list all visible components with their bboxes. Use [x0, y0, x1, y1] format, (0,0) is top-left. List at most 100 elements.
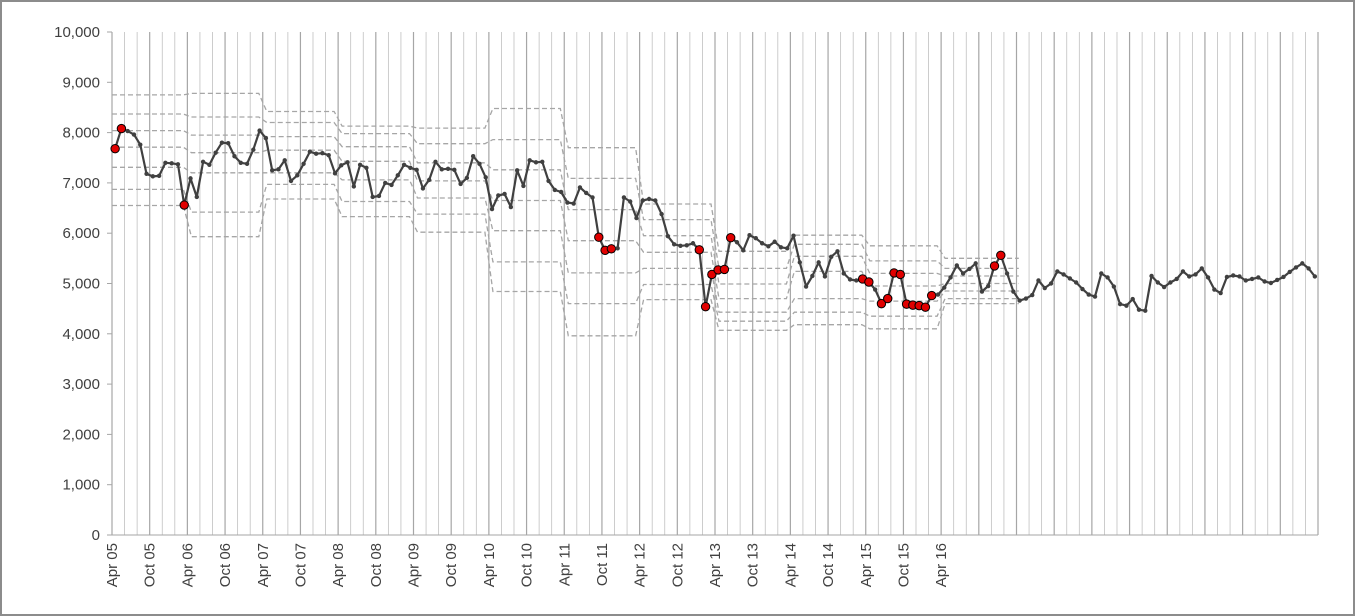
x-tick-label: Oct 15: [895, 543, 912, 587]
highlighted-point: [895, 269, 905, 280]
x-tick-label: Oct 13: [745, 543, 762, 587]
data-point: [483, 175, 488, 180]
x-tick-label: Apr 06: [179, 543, 196, 587]
highlighted-point: [719, 264, 730, 275]
x-tick-label: Apr 14: [782, 543, 799, 587]
data-point: [816, 260, 821, 265]
data-point: [1293, 265, 1299, 270]
data-point: [766, 244, 771, 249]
data-point: [741, 248, 746, 253]
x-tick-label: Oct 14: [820, 543, 837, 587]
data-point: [979, 289, 985, 294]
data-point: [370, 194, 375, 200]
data-point: [175, 162, 181, 167]
data-point: [759, 241, 765, 246]
x-tick-label: Apr 09: [406, 543, 423, 587]
data-point: [414, 167, 419, 173]
axes: [107, 31, 1318, 536]
data-point: [1136, 307, 1142, 312]
data-point: [1249, 276, 1255, 282]
data-point: [408, 165, 413, 171]
data-point: [584, 190, 589, 196]
data-point: [156, 173, 162, 179]
x-tick-labels: Apr 05 Oct 05 Apr 06 Oct 06 Apr 07 Oct 07 Apr …: [104, 543, 950, 587]
control-limit-line: [112, 146, 1019, 300]
data-point: [803, 284, 809, 289]
data-point: [1243, 278, 1248, 283]
data-point: [942, 285, 947, 290]
x-tick-label: Oct 11: [594, 543, 611, 586]
highlighted-point: [700, 301, 711, 312]
gridlines: [111, 32, 1319, 535]
data-point: [395, 173, 400, 178]
highlighted-point: [179, 200, 189, 210]
data-point: [200, 159, 206, 164]
data-point: [1017, 298, 1022, 303]
data-point: [628, 199, 633, 204]
data-point: [464, 175, 470, 181]
data-point: [778, 245, 784, 250]
highlighted-point: [694, 245, 704, 255]
data-point: [1281, 274, 1286, 280]
data-point: [433, 159, 438, 164]
data-point: [226, 140, 231, 146]
highlighted-point: [920, 302, 931, 312]
data-point: [1036, 278, 1041, 283]
y-tick-label: 2,000: [62, 426, 100, 443]
x-tick-label: Oct 09: [443, 543, 460, 587]
y-tick-label: 9,000: [62, 74, 100, 91]
x-tick-label: Oct 08: [368, 543, 385, 587]
x-tick-label: Oct 07: [292, 543, 309, 587]
control-limit-line: [112, 166, 1019, 313]
data-point: [1312, 274, 1318, 279]
data-point: [489, 206, 495, 212]
data-point: [188, 176, 193, 181]
data-point: [219, 140, 225, 145]
data-point: [339, 163, 344, 168]
data-point: [169, 161, 174, 166]
y-tick-label: 7,000: [62, 175, 100, 192]
x-tick-label: Oct 10: [519, 543, 536, 587]
data-point: [684, 243, 689, 248]
data-point: [401, 162, 407, 167]
data-point: [1193, 272, 1198, 277]
data-point: [772, 239, 777, 244]
data-point: [445, 166, 451, 172]
data-point: [1092, 294, 1098, 299]
data-point: [364, 165, 369, 171]
highlighted-point: [116, 123, 127, 134]
data-point: [1168, 280, 1173, 285]
data-point: [496, 193, 501, 198]
data-point: [251, 147, 256, 152]
data-point: [577, 185, 583, 190]
y-tick-label: 8,000: [62, 125, 100, 142]
highlighted-point: [883, 293, 893, 304]
x-tick-label: Apr 10: [481, 543, 498, 587]
data-point: [1061, 272, 1066, 277]
data-point: [829, 254, 834, 260]
data-point: [458, 181, 463, 187]
highlighted-point: [989, 261, 1000, 271]
data-point: [841, 271, 846, 276]
data-point: [1117, 301, 1123, 307]
data-point: [935, 292, 941, 297]
highlighted-point: [594, 232, 604, 242]
data-point: [671, 242, 677, 247]
data-point: [690, 241, 696, 246]
data-point: [960, 271, 966, 276]
data-point: [207, 162, 212, 167]
data-point: [163, 160, 168, 165]
data-point: [1048, 281, 1054, 286]
y-tick-labels: 0 1,000 2,000 3,000 4,000 5,000 6,000 7,000 8,00…: [54, 24, 100, 544]
data-point: [810, 273, 815, 279]
x-tick-label: Apr 08: [330, 543, 347, 587]
data-point: [621, 195, 627, 200]
highlighted-point: [726, 233, 736, 243]
data-point: [345, 160, 350, 165]
data-point: [533, 160, 539, 165]
data-point: [1306, 266, 1311, 271]
data-point: [269, 168, 275, 173]
data-point: [307, 149, 313, 154]
data-point: [1124, 303, 1129, 308]
data-point: [138, 142, 143, 147]
